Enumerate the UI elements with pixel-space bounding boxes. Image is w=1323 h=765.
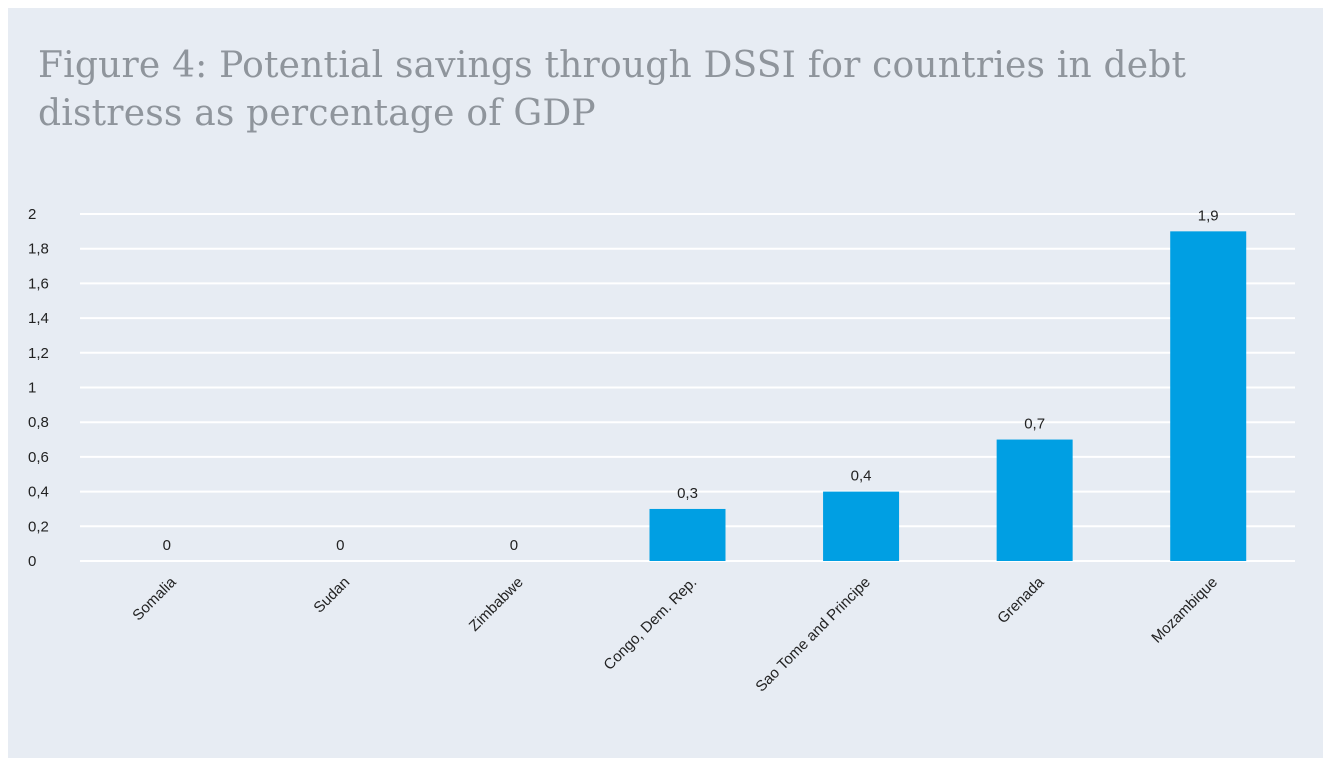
- x-category-label: Mozambique: [1148, 574, 1221, 647]
- y-tick-label: 1,8: [28, 241, 49, 258]
- y-tick-label: 0: [28, 553, 36, 570]
- x-axis-labels: Somalia Sudan Zimbabwe Congo, Dem. Rep. Sao …: [129, 573, 1221, 695]
- x-category-label: Somalia: [129, 573, 180, 624]
- y-tick-label: 0,4: [28, 484, 49, 501]
- bars: [649, 231, 1247, 561]
- y-tick-label: 0,8: [28, 414, 49, 431]
- bar: [1170, 231, 1247, 561]
- y-tick-label: 0,2: [28, 518, 49, 535]
- x-category-label: Sao Tome and Principe: [752, 574, 874, 696]
- chart-title: Figure 4: Potential savings through DSSI…: [38, 45, 1187, 134]
- data-label: 0: [163, 537, 171, 554]
- x-category-label: Grenada: [994, 573, 1048, 627]
- x-category-label: Congo, Dem. Rep.: [600, 574, 700, 674]
- bar: [823, 491, 900, 561]
- y-axis-ticks: 0 0,2 0,4 0,6 0,8 1 1,2 1,4 1,6 1,8 2: [28, 206, 49, 570]
- chart-panel: Figure 4: Potential savings through DSSI…: [8, 8, 1323, 758]
- data-label: 0: [336, 537, 344, 554]
- gridlines: [80, 213, 1295, 562]
- data-label: 0,7: [1024, 416, 1045, 433]
- x-category-label: Sudan: [310, 574, 353, 617]
- data-label: 0: [510, 537, 518, 554]
- bar: [649, 508, 726, 561]
- y-tick-label: 1,4: [28, 310, 49, 327]
- data-labels: 0 0 0 0,3 0,4 0,7 1,9: [163, 207, 1219, 554]
- y-tick-label: 1,6: [28, 275, 49, 292]
- data-label: 0,4: [851, 468, 872, 485]
- y-tick-label: 0,6: [28, 449, 49, 466]
- y-tick-label: 1,2: [28, 345, 49, 362]
- y-tick-label: 2: [28, 206, 36, 223]
- bar: [996, 439, 1073, 561]
- y-tick-label: 1: [28, 380, 36, 397]
- data-label: 1,9: [1198, 207, 1219, 224]
- data-label: 0,3: [677, 485, 698, 502]
- x-category-label: Zimbabwe: [466, 574, 527, 635]
